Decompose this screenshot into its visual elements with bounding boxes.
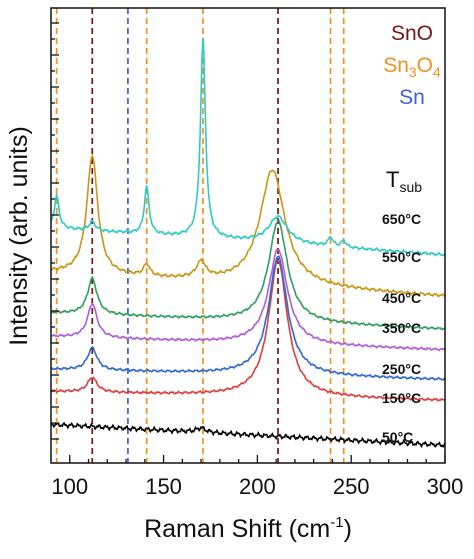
series-line-450c: [50, 219, 446, 331]
x-tick-label: 100: [51, 474, 88, 499]
legend: SnO Sn3O4 Sn: [383, 22, 441, 109]
temperature-labels: 50°C 150°C 250°C 350°C 450°C 550°C 650°C: [382, 211, 421, 445]
legend-sn3o4: Sn3O4: [383, 54, 441, 80]
legend-sno: SnO: [391, 22, 433, 45]
legend-sn: Sn: [399, 86, 425, 109]
series-line-250c: [50, 255, 446, 382]
temp-label: 150°C: [382, 390, 421, 406]
series-line-150c: [50, 259, 446, 402]
spectra-series: [50, 37, 446, 449]
series-line-550c: [50, 153, 446, 298]
x-tick-label: 300: [427, 474, 464, 499]
y-axis-title: Intensity (arb. units): [5, 126, 33, 346]
x-tick-label: 150: [145, 474, 182, 499]
axes: 100 150 200 250 300: [50, 7, 464, 499]
series-line-350c: [50, 248, 446, 352]
tsub-label: Tsub: [386, 167, 422, 195]
x-axis-title: Raman Shift (cm-1): [144, 514, 352, 543]
temp-label: 650°C: [382, 211, 421, 227]
temp-label: 550°C: [382, 249, 421, 265]
temp-label: 350°C: [382, 320, 421, 336]
x-tick-label: 200: [239, 474, 276, 499]
temp-label: 50°C: [382, 429, 413, 445]
x-tick-label: 250: [333, 474, 370, 499]
series-line-650c: [50, 37, 446, 257]
series-line-50c: [50, 421, 446, 449]
plot-frame: [50, 7, 446, 464]
reference-lines: [55, 8, 345, 463]
temp-label: 250°C: [382, 361, 421, 377]
temp-label: 450°C: [382, 290, 421, 306]
